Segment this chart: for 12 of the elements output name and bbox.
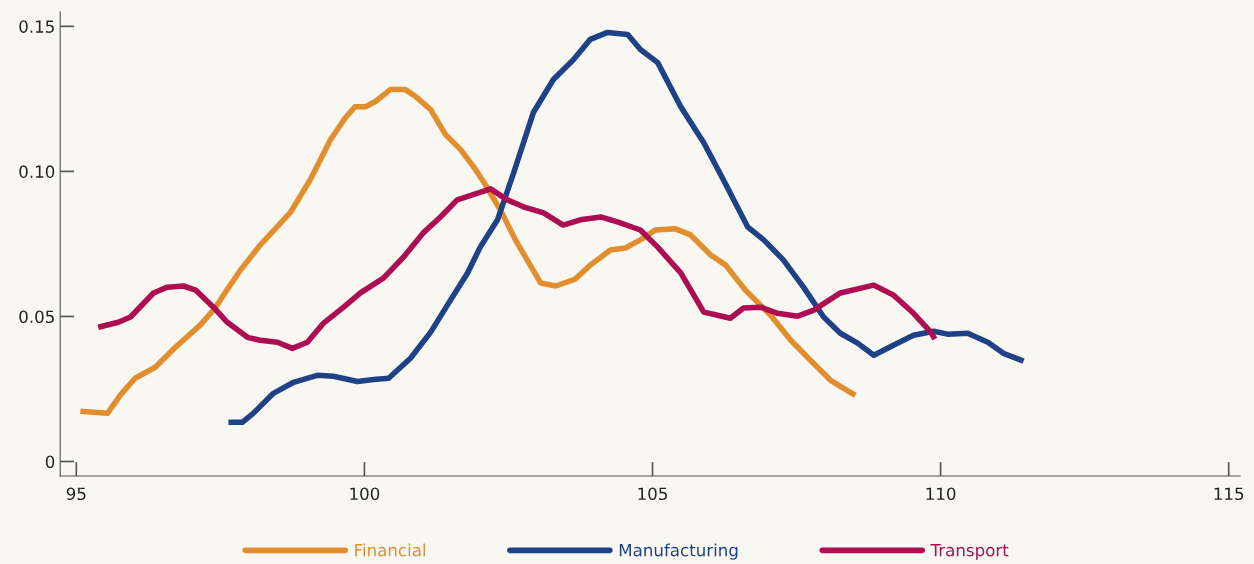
text: Financial xyxy=(355,543,425,557)
text: Manufacturing xyxy=(619,543,738,560)
y-tick-label: 0.15 xyxy=(19,20,54,33)
x-tick-label: 95 xyxy=(66,487,86,501)
text: Transport xyxy=(930,544,1009,560)
y-tick-label: 0.05 xyxy=(19,310,54,324)
x-tick-label: 100 xyxy=(350,487,380,501)
x-tick-label: 105 xyxy=(638,487,667,501)
y-tick-label: 0.10 xyxy=(19,165,55,178)
x-tick-label: 110 xyxy=(926,487,956,501)
x-tick-label: 115 xyxy=(1214,487,1244,501)
y-tick-label: 0 xyxy=(45,455,55,469)
